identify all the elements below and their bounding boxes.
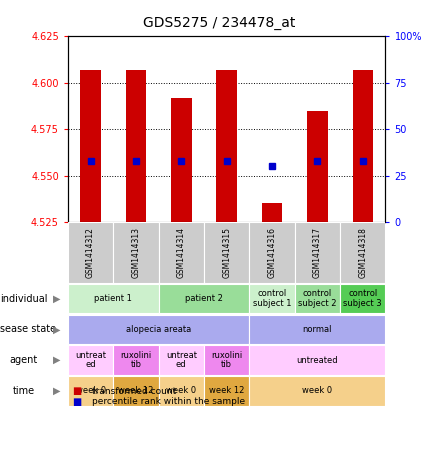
Text: GSM1414314: GSM1414314 (177, 227, 186, 278)
Bar (80, 70, 101, 222)
Text: control
subject 1: control subject 1 (253, 289, 291, 308)
Text: patient 2: patient 2 (185, 294, 223, 303)
Text: week 0: week 0 (166, 386, 196, 395)
Text: individual: individual (0, 294, 47, 304)
Bar (216, 70, 237, 222)
Bar (126, 70, 146, 222)
Bar (113, 222, 159, 283)
Text: untreat
ed: untreat ed (75, 351, 106, 370)
Text: untreat
ed: untreat ed (166, 351, 197, 370)
Bar (113, 345, 159, 375)
Text: agent: agent (10, 355, 38, 365)
Text: week 12: week 12 (209, 386, 244, 395)
Bar (159, 376, 204, 406)
Bar (340, 284, 385, 313)
Bar (68, 284, 159, 313)
Text: ▶: ▶ (53, 355, 61, 365)
Bar (249, 222, 295, 283)
Text: percentile rank within the sample: percentile rank within the sample (92, 397, 245, 406)
Bar (249, 345, 385, 375)
Text: ruxolini
tib: ruxolini tib (211, 351, 242, 370)
Text: time: time (13, 386, 35, 396)
Bar (159, 345, 204, 375)
Text: GSM1414315: GSM1414315 (222, 227, 231, 278)
Text: GSM1414312: GSM1414312 (86, 227, 95, 278)
Bar (262, 203, 282, 222)
Text: ▶: ▶ (53, 386, 61, 396)
Text: patient 1: patient 1 (94, 294, 132, 303)
Bar (159, 284, 249, 313)
Bar (68, 376, 113, 406)
Text: GSM1414318: GSM1414318 (358, 227, 367, 278)
Text: ■: ■ (72, 397, 81, 407)
Text: week 0: week 0 (75, 386, 106, 395)
Text: GSM1414316: GSM1414316 (268, 227, 276, 278)
Bar (249, 376, 385, 406)
Text: untreated: untreated (297, 356, 338, 365)
Bar (295, 222, 340, 283)
Text: GDS5275 / 234478_at: GDS5275 / 234478_at (143, 16, 295, 30)
Text: week 12: week 12 (118, 386, 154, 395)
Bar (204, 376, 249, 406)
Bar (307, 111, 328, 222)
Bar (159, 222, 204, 283)
Bar (171, 97, 191, 222)
Text: control
subject 3: control subject 3 (343, 289, 382, 308)
Bar (68, 314, 249, 344)
Bar (249, 284, 295, 313)
Text: normal: normal (303, 325, 332, 334)
Text: GSM1414313: GSM1414313 (131, 227, 141, 278)
Text: ▶: ▶ (53, 324, 61, 334)
Text: ■: ■ (72, 386, 81, 396)
Text: GSM1414317: GSM1414317 (313, 227, 322, 278)
Bar (295, 284, 340, 313)
Bar (68, 345, 113, 375)
Text: disease state: disease state (0, 324, 57, 334)
Text: alopecia areata: alopecia areata (126, 325, 191, 334)
Bar (249, 314, 385, 344)
Bar (340, 222, 385, 283)
Bar (204, 345, 249, 375)
Bar (353, 70, 373, 222)
Bar (113, 376, 159, 406)
Text: ▶: ▶ (53, 294, 61, 304)
Text: transformed count: transformed count (92, 387, 176, 396)
Text: control
subject 2: control subject 2 (298, 289, 337, 308)
Bar (68, 222, 113, 283)
Text: ruxolini
tib: ruxolini tib (120, 351, 152, 370)
Text: week 0: week 0 (302, 386, 332, 395)
Bar (204, 222, 249, 283)
